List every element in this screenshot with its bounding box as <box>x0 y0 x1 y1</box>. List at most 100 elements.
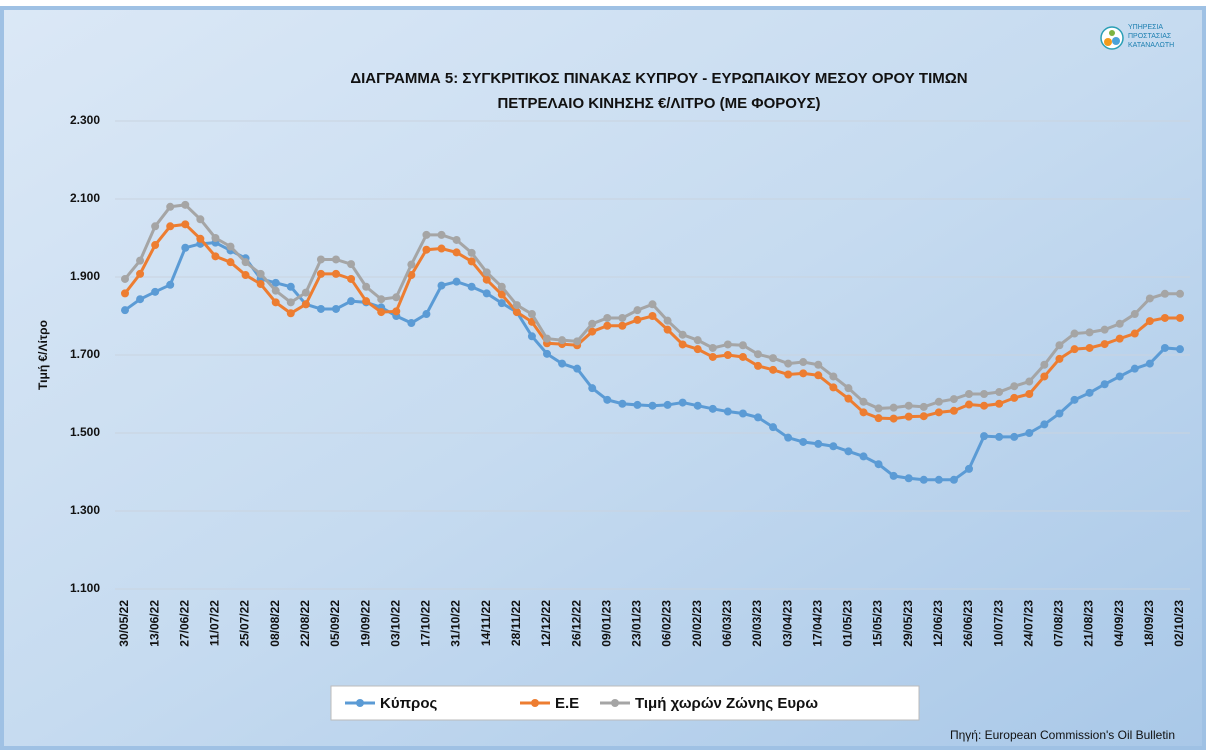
x-tick-label: 21/08/23 <box>1082 600 1096 647</box>
data-point <box>904 412 913 421</box>
data-point <box>1055 354 1064 363</box>
data-point <box>121 289 129 298</box>
data-point <box>618 313 627 322</box>
data-point <box>211 234 220 242</box>
data-point <box>738 409 747 418</box>
data-point <box>422 310 431 319</box>
data-point <box>497 299 506 308</box>
data-point <box>829 442 838 451</box>
data-point <box>784 359 793 368</box>
data-point <box>1070 395 1079 404</box>
data-point <box>347 297 356 306</box>
data-point <box>301 300 310 309</box>
x-tick-label: 20/02/23 <box>690 600 704 647</box>
data-point <box>1176 345 1184 354</box>
data-point <box>678 330 687 339</box>
data-point <box>558 336 567 345</box>
data-point <box>407 271 416 280</box>
data-point <box>663 316 672 325</box>
data-point <box>1010 382 1019 391</box>
data-point <box>995 432 1004 441</box>
data-point <box>949 475 958 484</box>
data-point <box>482 275 491 284</box>
data-point <box>482 289 491 298</box>
x-tick-label: 13/06/22 <box>147 600 161 647</box>
data-point <box>965 400 973 409</box>
x-tick-label: 08/08/22 <box>268 600 282 647</box>
data-point <box>271 278 280 287</box>
data-point <box>1130 364 1139 373</box>
data-point <box>1100 325 1109 334</box>
data-point <box>1100 340 1109 349</box>
data-point <box>723 351 732 359</box>
data-point <box>558 359 567 368</box>
data-point <box>407 260 416 269</box>
data-point <box>392 293 401 302</box>
y-axis-label: Τιμή €/Λίτρο <box>36 320 50 390</box>
data-point <box>603 321 612 330</box>
data-point <box>678 340 687 349</box>
x-tick-label: 29/05/23 <box>901 600 915 647</box>
data-point <box>1070 329 1079 338</box>
data-point <box>422 245 431 254</box>
data-point <box>904 401 913 410</box>
data-point <box>1085 388 1094 397</box>
data-point <box>708 404 717 413</box>
data-point <box>437 281 446 290</box>
data-point <box>271 298 280 307</box>
y-tick-label: 1.500 <box>70 425 100 439</box>
data-point <box>286 298 295 307</box>
data-point <box>889 414 898 423</box>
data-point <box>226 258 235 267</box>
x-tick-label: 17/04/23 <box>810 600 824 647</box>
data-point <box>633 315 642 324</box>
data-point <box>618 321 627 330</box>
data-point <box>437 230 446 239</box>
x-tick-label: 02/10/23 <box>1172 600 1186 647</box>
data-point <box>919 475 928 484</box>
logo-text: ΥΠΗΡΕΣΙΑ <box>1128 24 1163 31</box>
data-point <box>497 282 506 291</box>
data-point <box>934 408 943 417</box>
data-point <box>332 255 340 264</box>
x-tick-label: 10/07/23 <box>991 600 1005 647</box>
data-point <box>754 413 762 422</box>
data-point <box>784 433 793 442</box>
data-point <box>121 306 129 315</box>
data-point <box>588 327 597 336</box>
y-tick-label: 1.900 <box>70 269 100 283</box>
data-point <box>211 252 220 261</box>
x-tick-label: 26/12/22 <box>569 600 583 647</box>
data-point <box>874 414 883 423</box>
data-point <box>965 390 973 398</box>
y-tick-label: 1.700 <box>70 347 100 361</box>
data-point <box>196 234 205 243</box>
data-point <box>995 388 1004 397</box>
data-point <box>1130 329 1139 338</box>
legend-marker <box>356 699 364 707</box>
data-point <box>859 408 868 417</box>
data-point <box>422 230 431 239</box>
data-point <box>151 287 160 296</box>
x-tick-label: 28/11/22 <box>509 600 523 646</box>
data-point <box>241 258 250 267</box>
x-tick-label: 09/01/23 <box>599 600 613 647</box>
x-tick-label: 07/08/23 <box>1052 600 1066 647</box>
data-point <box>181 243 190 252</box>
x-tick-label: 25/07/22 <box>238 600 252 647</box>
x-tick-label: 17/10/22 <box>419 600 433 647</box>
x-tick-label: 18/09/23 <box>1142 600 1156 647</box>
chart-background <box>0 6 1206 750</box>
data-point <box>648 300 657 309</box>
data-point <box>407 319 416 328</box>
data-point <box>1025 390 1034 398</box>
data-point <box>1176 289 1184 298</box>
data-point <box>874 460 883 469</box>
data-point <box>151 222 160 231</box>
data-point <box>723 407 732 416</box>
data-point <box>949 395 958 404</box>
data-point <box>181 200 190 209</box>
data-point <box>1160 343 1169 352</box>
x-tick-label: 24/07/23 <box>1021 600 1035 647</box>
x-tick-label: 06/03/23 <box>720 600 734 647</box>
